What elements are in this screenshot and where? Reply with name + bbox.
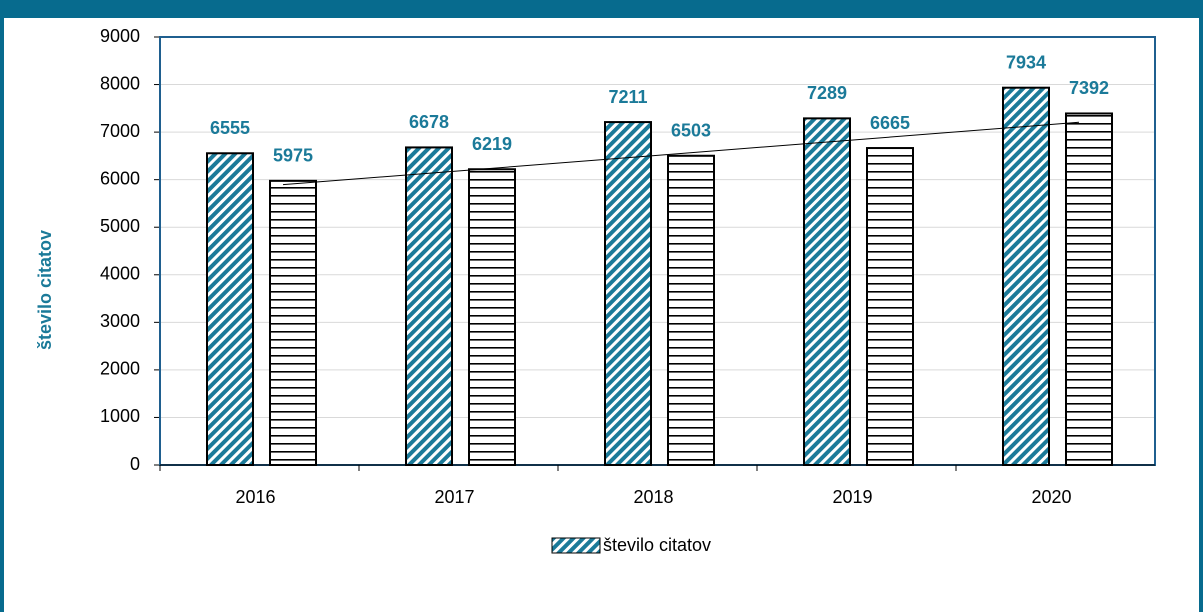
y-tick-label: 1000 <box>100 406 140 426</box>
left-border <box>0 0 4 612</box>
data-label: 6665 <box>870 113 910 133</box>
bar <box>1065 112 1113 466</box>
legend-swatch <box>551 537 601 554</box>
x-tick-label: 2017 <box>434 487 474 507</box>
data-label: 6555 <box>210 118 250 138</box>
y-tick-label: 5000 <box>100 216 140 236</box>
data-label: 6219 <box>472 134 512 154</box>
x-tick-label: 2018 <box>633 487 673 507</box>
data-label: 6503 <box>671 120 711 140</box>
trendline <box>282 121 1080 186</box>
x-tick-label: 2020 <box>1031 487 1071 507</box>
y-tick-label: 8000 <box>100 73 140 93</box>
bar <box>866 147 914 466</box>
x-tick-label: 2019 <box>832 487 872 507</box>
data-label: 6678 <box>409 112 449 132</box>
y-tick-label: 6000 <box>100 168 140 188</box>
y-tick-label: 2000 <box>100 359 140 379</box>
bar <box>269 179 317 466</box>
y-tick-label: 0 <box>130 454 140 474</box>
bar <box>1002 86 1050 467</box>
y-tick-label: 9000 <box>100 26 140 46</box>
right-border <box>1199 0 1203 612</box>
bar <box>468 168 516 466</box>
data-label: 7289 <box>807 83 847 103</box>
bar <box>405 146 453 466</box>
legend-label: število citatov <box>603 535 711 555</box>
data-label: 7934 <box>1006 52 1046 72</box>
bar <box>803 117 851 466</box>
bar <box>667 154 715 466</box>
bar <box>604 121 652 467</box>
y-axis-title: število citatov <box>35 230 55 350</box>
y-tick-label: 7000 <box>100 121 140 141</box>
data-label: 7392 <box>1069 78 1109 98</box>
y-tick-label: 3000 <box>100 311 140 331</box>
bar <box>206 152 254 466</box>
data-label: 5975 <box>273 146 313 166</box>
top-bar <box>0 0 1203 18</box>
x-tick-label: 2016 <box>235 487 275 507</box>
y-tick-label: 4000 <box>100 264 140 284</box>
data-label: 7211 <box>608 87 647 107</box>
